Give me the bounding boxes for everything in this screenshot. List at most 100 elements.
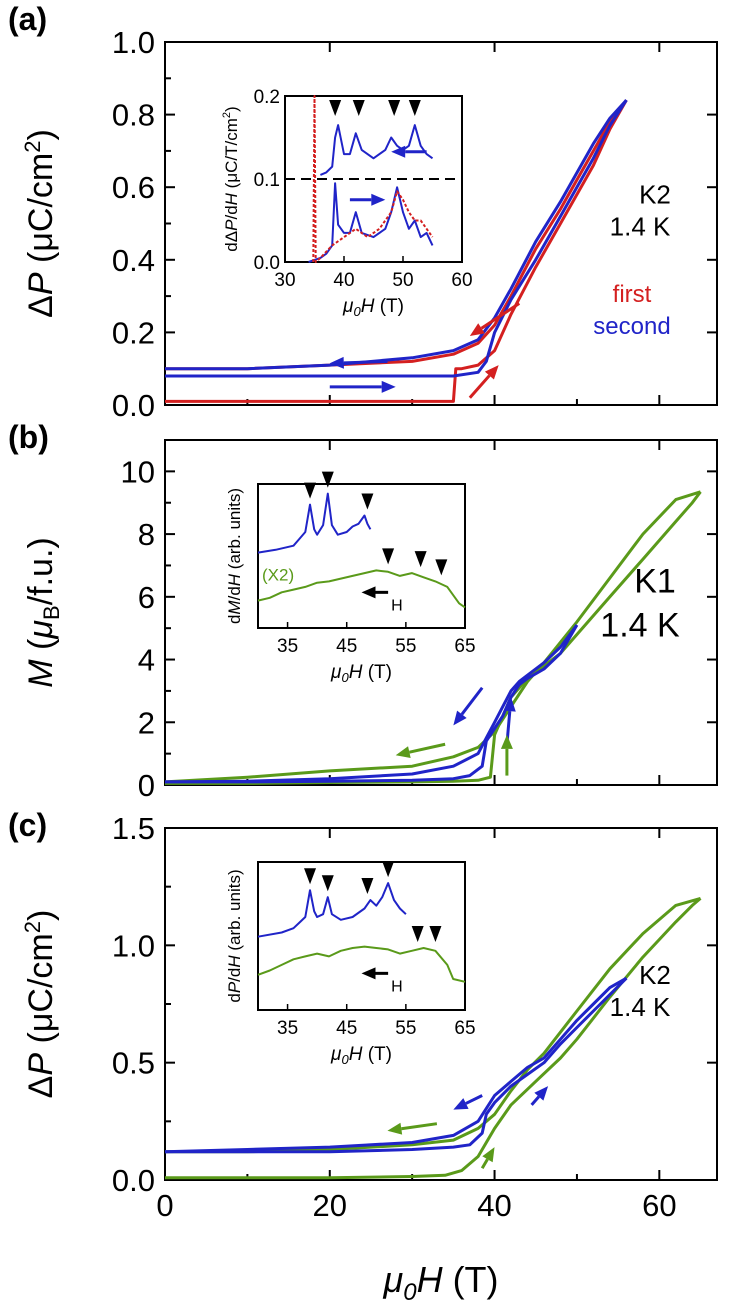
y-tick-label: 6 bbox=[138, 580, 155, 615]
peak-marker bbox=[414, 551, 427, 568]
arrow-a-blue-right-head bbox=[381, 380, 396, 393]
inset-x-tick-label: 55 bbox=[395, 1018, 416, 1039]
arrow-a-red-up bbox=[468, 365, 499, 399]
arrow-c-blue-down-shaft bbox=[465, 1094, 483, 1105]
arrow-c-blue-up-shaft bbox=[530, 1095, 540, 1106]
x-tick-label: 0 bbox=[156, 1188, 173, 1223]
arrow-c-green-up-head bbox=[482, 1147, 495, 1163]
inset-x-tick-label: 35 bbox=[277, 1018, 298, 1039]
y-tick-label: 0.2 bbox=[112, 315, 155, 350]
inset-x-tick-label: 50 bbox=[392, 270, 413, 291]
sample-label: K2 bbox=[639, 180, 671, 210]
inset-y-tick-label: 0.0 bbox=[254, 253, 280, 274]
inset-x-label: μ0H (T) bbox=[330, 662, 392, 685]
arrow-c-blue-down-head bbox=[453, 1098, 469, 1110]
y-tick-label: 0.5 bbox=[112, 1046, 155, 1081]
y-tick-label: 0 bbox=[138, 768, 155, 803]
y-tick-label: 0.4 bbox=[112, 243, 155, 278]
x-tick-label: 20 bbox=[313, 1188, 347, 1223]
arrow-c-green-up-shaft bbox=[480, 1158, 489, 1170]
y-tick-label: 0.0 bbox=[112, 388, 155, 423]
peak-marker bbox=[388, 100, 401, 116]
inset-x-tick-label: 65 bbox=[454, 636, 475, 657]
inset-a-arrow-down bbox=[391, 145, 427, 158]
legend-first: first bbox=[613, 281, 652, 308]
inset-y-label: dM/dH (arb. units) bbox=[225, 488, 244, 624]
inset-a: 30 40 50 60 0.0 0.1 0.2 μ0H (T) dΔP/dH (μC/T/cm2… bbox=[221, 87, 473, 319]
peak-marker bbox=[382, 861, 395, 878]
arrow-a-blue-left-shaft bbox=[343, 359, 388, 365]
inset-series-green bbox=[257, 569, 466, 609]
inset-frame bbox=[257, 861, 466, 1011]
y-tick-label: 1.5 bbox=[112, 811, 155, 846]
series-line-blue bbox=[165, 99, 628, 378]
y-tick-label: 0.0 bbox=[112, 1163, 155, 1198]
inset-sweep-arrow bbox=[361, 967, 389, 980]
arrow-c-blue-up bbox=[530, 1086, 549, 1106]
arrow-c-green-up bbox=[480, 1147, 495, 1170]
peak-marker bbox=[435, 559, 448, 576]
panel-c: (c) 0.0 0.5 1.0 1.5 0 20 40 60 ΔP (μC/cm2) K21.4 K… bbox=[8, 807, 718, 1223]
inset-a-arrow-down-head bbox=[391, 145, 406, 158]
series-line-blue bbox=[164, 976, 628, 1154]
peak-marker bbox=[408, 100, 421, 116]
y-axis-label: ΔP (μC/cm2) bbox=[20, 129, 60, 318]
sample-label: K2 bbox=[639, 960, 671, 990]
arrow-a-blue-right bbox=[329, 380, 396, 393]
inset-c: 35 45 55 65 μ0H (T) dP/dH (arb. units) H bbox=[225, 861, 476, 1067]
peak-marker bbox=[361, 493, 374, 510]
y-tick-label: 1.0 bbox=[112, 25, 155, 60]
temperature-label: 1.4 K bbox=[610, 992, 671, 1022]
arrow-c-green-left-shaft bbox=[401, 1122, 438, 1131]
series-line-blue bbox=[164, 624, 579, 784]
series-line-green bbox=[165, 897, 702, 1180]
arrow-c-green-left-head bbox=[387, 1122, 403, 1135]
inset-series-blue bbox=[308, 182, 434, 263]
arrow-a-blue-left bbox=[329, 356, 388, 369]
inset-x-label: μ0H (T) bbox=[330, 1044, 392, 1067]
peak-marker bbox=[352, 100, 365, 116]
series-line-green bbox=[165, 896, 701, 1154]
panel-b: (b) 0 2 4 6 8 10 M (μB/f.u.) K1 1.4 K 35 45 55 65 μ0H … bbox=[8, 419, 718, 803]
y-tick-label: 4 bbox=[138, 643, 155, 678]
y-tick-label: 0.6 bbox=[112, 170, 155, 205]
inset-y-tick-label: 0.2 bbox=[254, 87, 280, 108]
arrow-b-blue-up-head bbox=[503, 697, 516, 712]
arrow-b-blue-down-head bbox=[453, 710, 467, 726]
inset-x-tick-label: 30 bbox=[274, 270, 295, 291]
arrow-a-red-up-head bbox=[484, 365, 499, 380]
peak-marker bbox=[382, 548, 395, 565]
arrow-a-blue-left-head bbox=[329, 356, 344, 369]
arrow-a-red-up-shaft bbox=[468, 374, 491, 399]
arrow-b-blue-down bbox=[453, 686, 484, 726]
inset-series-red bbox=[312, 95, 434, 263]
inset-sweep-arrow bbox=[361, 586, 389, 599]
sample-label: K1 bbox=[634, 563, 676, 601]
inset-y-tick-label: 0.1 bbox=[254, 170, 280, 191]
panel-a: (a) 0.0 0.2 0.4 0.6 0.8 1.0 ΔP (μC/cm2) K21.4 K f… bbox=[8, 1, 718, 423]
y-tick-label: 10 bbox=[121, 454, 155, 489]
panel-label: (b) bbox=[8, 419, 49, 455]
series-line-blue bbox=[165, 977, 628, 1154]
x-tick-label: 40 bbox=[477, 1188, 511, 1223]
x-tick-label: 60 bbox=[642, 1188, 676, 1223]
inset-sweep-label: H bbox=[391, 978, 403, 995]
panel-label: (a) bbox=[8, 1, 47, 37]
inset-y-label: dP/dH (arb. units) bbox=[225, 869, 244, 1002]
inset-sweep-arrow-head bbox=[361, 586, 376, 599]
inset-x-label: μ0H (T) bbox=[342, 296, 404, 319]
arrow-b-green-left-head bbox=[395, 746, 411, 759]
inset-b: 35 45 55 65 μ0H (T) dM/dH (arb. units) (X2) H bbox=[225, 471, 476, 685]
inset-series-green bbox=[257, 945, 466, 983]
x-axis-label: μ0H (T) bbox=[382, 1259, 498, 1306]
inset-a-arrow-up-head bbox=[371, 193, 386, 206]
inset-x-tick-label: 60 bbox=[451, 270, 472, 291]
arrow-c-blue-up-head bbox=[534, 1086, 549, 1101]
arrow-b-green-left-shaft bbox=[409, 742, 446, 754]
inset-series-blue bbox=[257, 492, 372, 554]
inset-x-tick-label: 35 bbox=[277, 636, 298, 657]
inset-a-arrow-up bbox=[349, 193, 386, 206]
peak-marker bbox=[321, 471, 334, 488]
y-tick-label: 0.8 bbox=[112, 98, 155, 133]
